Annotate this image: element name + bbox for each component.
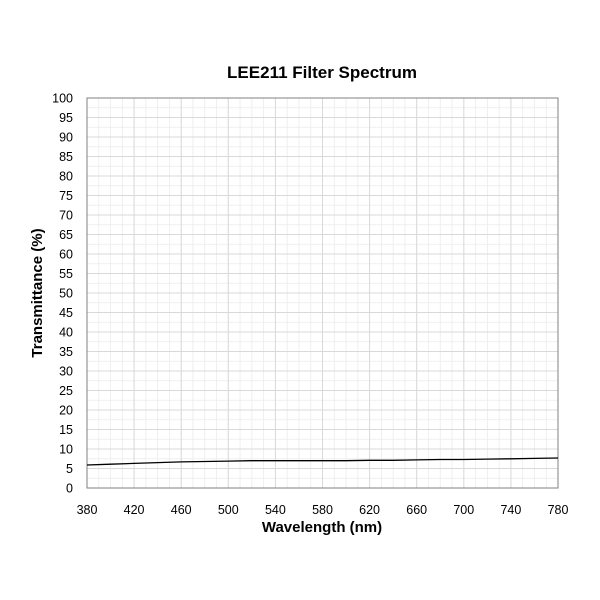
y-tick-label: 20 bbox=[59, 404, 73, 418]
y-tick-label: 30 bbox=[59, 365, 73, 379]
y-tick-label: 95 bbox=[59, 111, 73, 125]
x-axis-ticks: 380 420 460 500 540 580 620 660 700 740 780 bbox=[77, 503, 569, 517]
y-tick-label: 75 bbox=[59, 189, 73, 203]
x-tick-label: 780 bbox=[548, 503, 569, 517]
y-axis-ticks: 0 5 10 15 20 25 30 35 40 45 50 55 60 65 70 75 80 85 90 95 10… bbox=[52, 92, 73, 496]
y-tick-label: 60 bbox=[59, 248, 73, 262]
y-axis-label: Transmittance (%) bbox=[29, 228, 46, 357]
x-tick-label: 580 bbox=[312, 503, 333, 517]
plot-frame bbox=[86, 97, 559, 489]
y-tick-label: 5 bbox=[66, 462, 73, 476]
y-tick-label: 15 bbox=[59, 423, 73, 437]
y-tick-label: 25 bbox=[59, 384, 73, 398]
y-tick-label: 45 bbox=[59, 306, 73, 320]
x-axis-label: Wavelength (nm) bbox=[262, 519, 382, 536]
y-tick-label: 55 bbox=[59, 267, 73, 281]
x-tick-label: 460 bbox=[171, 503, 192, 517]
x-tick-label: 620 bbox=[359, 503, 380, 517]
x-tick-label: 740 bbox=[500, 503, 521, 517]
x-tick-label: 700 bbox=[453, 503, 474, 517]
y-tick-label: 65 bbox=[59, 228, 73, 242]
y-tick-label: 70 bbox=[59, 209, 73, 223]
chart-title: LEE211 Filter Spectrum bbox=[227, 63, 417, 82]
x-tick-label: 420 bbox=[124, 503, 145, 517]
y-tick-label: 50 bbox=[59, 287, 73, 301]
y-tick-label: 85 bbox=[59, 150, 73, 164]
y-tick-label: 40 bbox=[59, 326, 73, 340]
x-tick-label: 500 bbox=[218, 503, 239, 517]
y-tick-label: 100 bbox=[52, 92, 73, 106]
x-tick-label: 380 bbox=[77, 503, 98, 517]
y-tick-label: 0 bbox=[66, 482, 73, 496]
y-tick-label: 10 bbox=[59, 443, 73, 457]
x-tick-label: 540 bbox=[265, 503, 286, 517]
y-tick-label: 35 bbox=[59, 345, 73, 359]
major-grid bbox=[86, 97, 559, 489]
y-tick-label: 90 bbox=[59, 131, 73, 145]
series-layer bbox=[86, 457, 559, 466]
y-tick-label: 80 bbox=[59, 170, 73, 184]
transmittance-line bbox=[86, 457, 559, 466]
x-tick-label: 660 bbox=[406, 503, 427, 517]
